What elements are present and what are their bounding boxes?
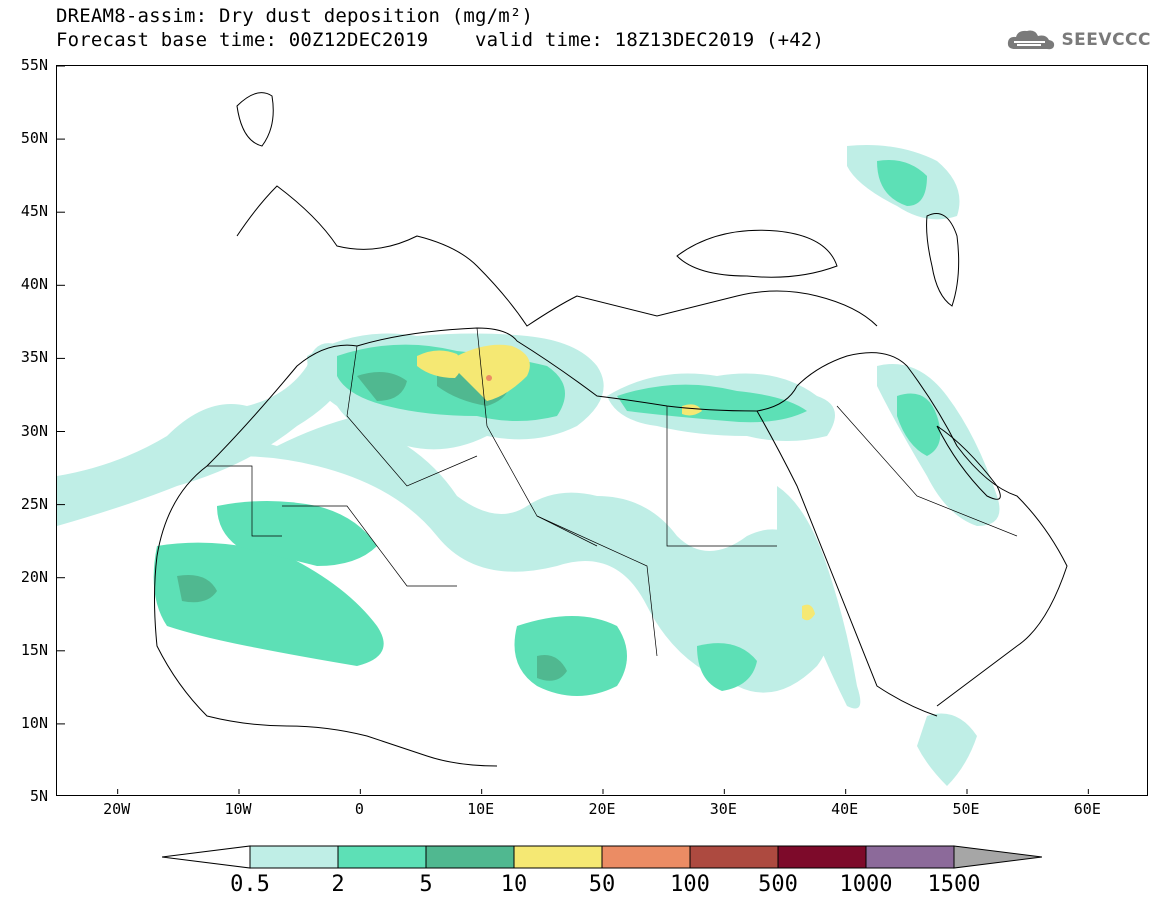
coastlines	[154, 92, 1068, 767]
lat-label: 30N	[20, 421, 48, 440]
cloud-logo-icon	[1008, 30, 1055, 50]
coast-europe	[236, 185, 878, 327]
lat-label: 5N	[29, 787, 48, 805]
colorbar-label: 1000	[839, 872, 893, 897]
colorbar-label: 0.5	[230, 872, 270, 897]
dust-level-10	[417, 344, 815, 621]
lat-label: 35N	[20, 348, 48, 367]
colorbar-label: 5	[419, 872, 433, 897]
lon-label: 20W	[103, 800, 131, 818]
dust-level-50	[486, 375, 492, 381]
dust-max-point	[486, 375, 492, 381]
lat-label: 50N	[20, 129, 48, 148]
dust-core-chad	[514, 616, 627, 696]
coast-britain	[236, 92, 274, 147]
dust-area-red-sea	[777, 486, 861, 709]
dust-map	[57, 66, 1089, 795]
colorbar-label: 50	[588, 872, 616, 897]
lon-label: 0	[354, 800, 364, 818]
dust-area-horn	[917, 713, 977, 786]
colorbar-box	[689, 845, 779, 869]
colorbar-label: 1500	[927, 872, 981, 897]
lat-label: 45N	[20, 202, 48, 221]
dust-area-west-africa	[57, 343, 357, 526]
lon-label: 30E	[709, 800, 737, 818]
lon-label: 10W	[224, 800, 252, 818]
colorbar-box	[425, 845, 515, 869]
title-line-1: DREAM8-assim: Dry dust deposition (mg/m²…	[56, 5, 534, 27]
map-panel	[56, 65, 1148, 796]
logo-text: SEEVCCC	[1061, 30, 1151, 50]
coast-black-sea	[676, 229, 838, 278]
colorbar-label: 500	[758, 872, 798, 897]
coast-red-sea	[756, 410, 938, 717]
lat-label: 10N	[20, 713, 48, 732]
dust-peak-libya	[457, 344, 530, 401]
lat-label: 55N	[20, 56, 48, 74]
dust-core-caspian	[877, 160, 927, 206]
coast-caspian	[926, 213, 960, 307]
dust-core-egypt	[617, 384, 807, 423]
dust-peak-tunisia	[417, 350, 462, 378]
colorbar	[162, 845, 1042, 869]
seevccc-logo: SEEVCCC	[1005, 26, 1151, 54]
coast-north-africa	[156, 327, 798, 557]
colorbar-box	[865, 845, 955, 869]
colorbar-box	[337, 845, 427, 869]
colorbar-under-arrow	[162, 845, 251, 869]
lon-label: 50E	[952, 800, 980, 818]
dust-dense-senegal	[177, 575, 217, 603]
borders	[207, 327, 1018, 657]
lon-label: 40E	[831, 800, 859, 818]
lon-label: 10E	[467, 800, 495, 818]
dust-level-0.5	[57, 145, 1000, 786]
map-ticks	[57, 66, 1089, 795]
dust-peak-sudan	[802, 604, 815, 621]
colorbar-over-arrow	[953, 845, 1042, 869]
lat-label: 40N	[20, 275, 48, 294]
coast-persian-gulf	[936, 425, 1001, 500]
colorbar-label: 2	[331, 872, 345, 897]
map-title: DREAM8-assim: Dry dust deposition (mg/m²…	[56, 4, 824, 52]
lat-label: 20N	[20, 567, 48, 586]
lat-label: 15N	[20, 640, 48, 659]
lat-label: 25N	[20, 494, 48, 513]
lon-label: 60E	[1073, 800, 1101, 818]
colorbar-label: 10	[500, 872, 528, 897]
dust-core-mauritania	[153, 542, 384, 666]
dust-dense-niger	[537, 655, 567, 681]
colorbar-box	[249, 845, 339, 869]
colorbar-box	[513, 845, 603, 869]
dust-core-sudan	[697, 643, 757, 691]
lon-label: 20E	[588, 800, 616, 818]
valid-time: valid time: 18Z13DEC2019 (+42)	[475, 29, 825, 51]
coast-west-africa	[154, 555, 498, 767]
dust-core-mali	[217, 501, 377, 566]
dust-area-sahel	[147, 416, 832, 693]
colorbar-box	[777, 845, 867, 869]
colorbar-box	[601, 845, 691, 869]
colorbar-label: 100	[670, 872, 710, 897]
dust-dense-algeria	[357, 372, 407, 401]
dust-peak-egypt	[682, 404, 702, 416]
dust-area-mesopotamia	[877, 364, 1000, 526]
title-line-2: Forecast base time: 00Z12DEC2019	[56, 29, 429, 51]
dust-core-iraq	[897, 393, 941, 456]
